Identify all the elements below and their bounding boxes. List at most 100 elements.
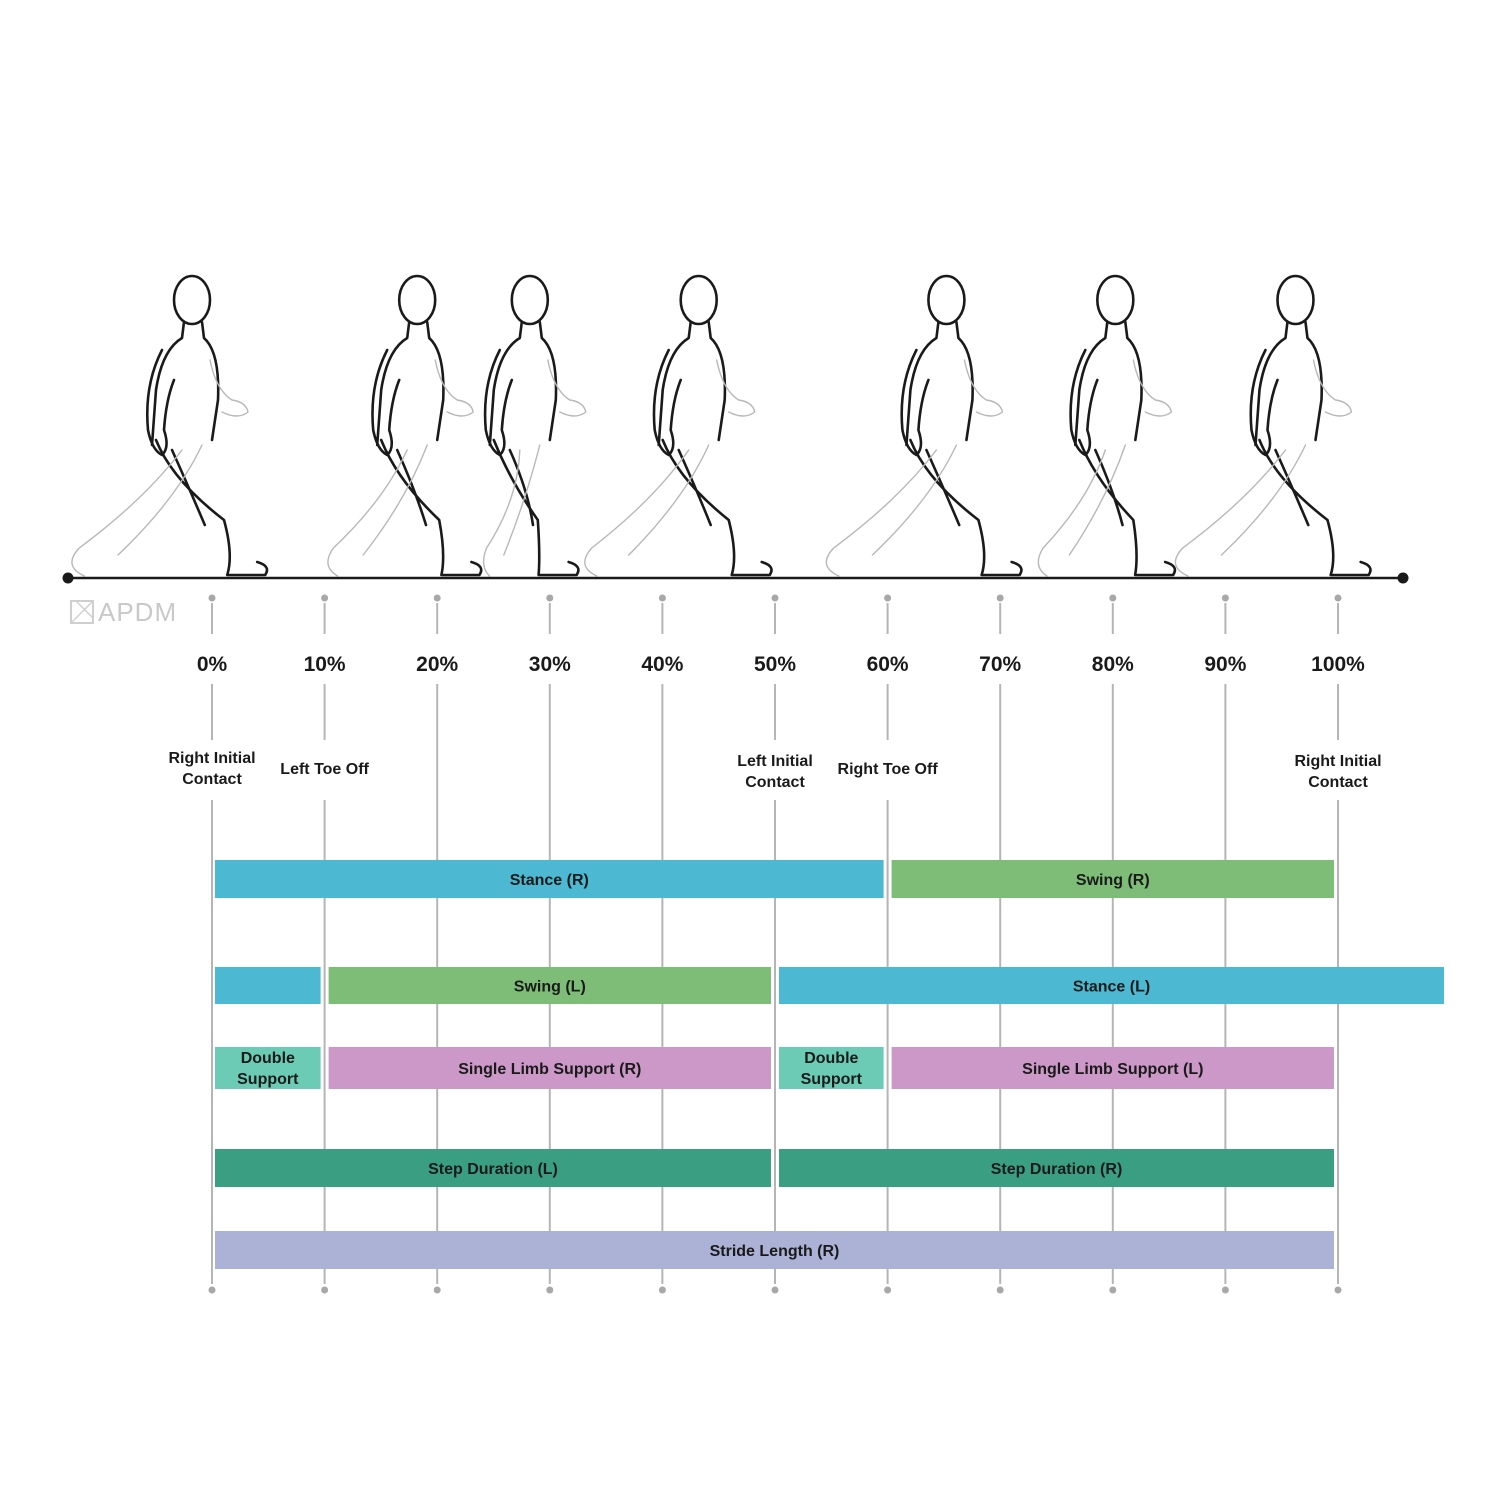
- figure-leg-far: [825, 444, 958, 577]
- phase-bar: [779, 967, 1444, 1004]
- figure-leg-near: [492, 438, 580, 577]
- tick-label: 40%: [641, 653, 683, 676]
- phase-bar: [215, 1231, 1334, 1269]
- event-label: Left Initial: [737, 753, 813, 770]
- figure-torso: [905, 320, 974, 447]
- figure-torso: [150, 320, 220, 447]
- figure-arm-far: [547, 359, 587, 417]
- tick-label: 70%: [979, 653, 1021, 676]
- figure-torso: [657, 320, 727, 447]
- apdm-logo-mark: [70, 600, 94, 624]
- event-label: Contact: [1308, 774, 1368, 791]
- phase-bar: [215, 1047, 321, 1089]
- figure-torso: [1074, 320, 1143, 447]
- tick-dot-top: [996, 594, 1004, 602]
- phase-bar: [891, 1047, 1334, 1089]
- figure-leg-far: [1037, 444, 1127, 577]
- phase-bar: [215, 967, 321, 1004]
- tick-label: 20%: [416, 653, 458, 676]
- tick-dot-top: [1221, 594, 1229, 602]
- figure-head: [927, 274, 966, 326]
- figure-leg-near: [379, 438, 483, 577]
- figure-leg-near: [661, 438, 773, 577]
- tick-dot-bottom: [546, 1286, 554, 1294]
- tick-dot-top: [1334, 594, 1342, 602]
- tick-dot-bottom: [771, 1286, 779, 1294]
- ground-endpoint-right: [1397, 572, 1409, 584]
- phase-bar: [891, 860, 1334, 898]
- phase-bar-label: Support: [237, 1071, 299, 1088]
- tick-label: 60%: [867, 653, 909, 676]
- phase-bar-label: Step Duration (R): [991, 1161, 1123, 1178]
- event-label: Right Initial: [168, 750, 255, 767]
- phase-bar-label: Single Limb Support (L): [1022, 1061, 1203, 1078]
- phase-bar-label: Single Limb Support (R): [458, 1061, 641, 1078]
- figure-arm-far: [1132, 359, 1173, 417]
- figure-leg-far: [1174, 444, 1307, 577]
- tick-dot-top: [1109, 594, 1117, 602]
- tick-label: 80%: [1092, 653, 1134, 676]
- figure-leg-far: [482, 444, 541, 577]
- event-label: Left Toe Off: [280, 761, 369, 778]
- tick-label: 90%: [1204, 653, 1246, 676]
- tick-label: 10%: [304, 653, 346, 676]
- phase-bar-label: Double: [241, 1050, 295, 1067]
- phase-bar-label: Support: [801, 1071, 863, 1088]
- figure-head: [1276, 274, 1315, 326]
- figure-head: [1096, 274, 1135, 326]
- phase-bars: Stance (R) Swing (R) Swing (L) Stance (L) Do…: [215, 860, 1444, 1269]
- walking-figure: [482, 274, 587, 577]
- figure-arm-far: [963, 359, 1004, 417]
- figure-head: [172, 274, 212, 326]
- walking-figure: [825, 274, 1023, 577]
- tick-label: 30%: [529, 653, 571, 676]
- tick-dot-bottom: [658, 1286, 666, 1294]
- phase-bar: [779, 1047, 884, 1089]
- event-label: Contact: [182, 771, 242, 788]
- tick-label: 0%: [197, 653, 228, 676]
- figure-head: [679, 274, 719, 326]
- tick-dot-top: [208, 594, 216, 602]
- walking-figure: [1174, 274, 1372, 577]
- figure-leg-near: [909, 438, 1023, 577]
- tick-dot-bottom: [433, 1286, 441, 1294]
- phase-bar: [779, 1149, 1334, 1187]
- event-label: Contact: [745, 774, 805, 791]
- tick-dot-bottom: [321, 1286, 329, 1294]
- percent-ticks: 0% 10% 20% 30% 40% 50% 60% 70% 80% 90% 100%: [197, 594, 1365, 1294]
- tick-dot-top: [321, 594, 329, 602]
- phase-bar-label: Swing (L): [514, 979, 586, 996]
- figure-arm-far: [716, 359, 756, 417]
- walking-figure: [584, 274, 773, 577]
- phase-bar-label: Swing (R): [1076, 872, 1150, 889]
- tick-dot-top: [884, 594, 892, 602]
- event-label: Right Initial: [1294, 753, 1381, 770]
- phase-bar: [215, 860, 884, 898]
- walking-figures: [71, 274, 1372, 577]
- figure-head: [510, 274, 550, 326]
- tick-dot-bottom: [884, 1286, 892, 1294]
- figure-arm-far: [1312, 359, 1353, 417]
- figure-leg-near: [1078, 438, 1177, 577]
- figure-torso: [488, 320, 558, 447]
- phase-bar-label: Stance (R): [510, 872, 589, 889]
- walking-figure: [327, 274, 483, 577]
- phase-bar-label: Step Duration (L): [428, 1161, 558, 1178]
- figure-head: [397, 274, 437, 326]
- phase-bar: [215, 1149, 771, 1187]
- phase-bar: [328, 1047, 771, 1089]
- tick-dot-bottom: [1221, 1286, 1229, 1294]
- apdm-logo: APDM: [70, 597, 176, 627]
- tick-dot-bottom: [1334, 1286, 1342, 1294]
- phase-bar-label: Double: [804, 1050, 858, 1067]
- tick-dot-top: [433, 594, 441, 602]
- tick-label: 50%: [754, 653, 796, 676]
- figure-arm-far: [209, 359, 249, 417]
- figure-leg-far: [71, 444, 203, 577]
- tick-dot-bottom: [208, 1286, 216, 1294]
- apdm-logo-mark-lines: [70, 600, 94, 624]
- figure-leg-near: [1258, 438, 1372, 577]
- figure-torso: [375, 320, 445, 447]
- phase-bar: [328, 967, 771, 1004]
